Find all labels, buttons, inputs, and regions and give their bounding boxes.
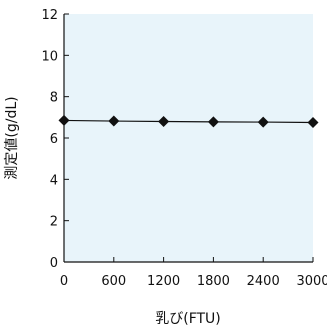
y-tick-label: 4 [50, 173, 58, 188]
y-tick-label: 6 [50, 132, 58, 147]
series-line [63, 119, 314, 124]
y-tick-label: 8 [50, 91, 58, 106]
y-tick-label: 2 [50, 215, 58, 230]
x-tick-label: 600 [101, 274, 126, 289]
data-point-marker [307, 117, 319, 128]
x-tick-label: 3000 [296, 274, 327, 289]
y-axis-title: 測定値(g/dL) [4, 96, 20, 179]
x-tick-label: 2400 [247, 274, 280, 289]
y-tick-label: 0 [50, 256, 58, 271]
x-tick-label: 1200 [147, 274, 180, 289]
data-point-marker [257, 116, 269, 128]
data-point-marker [207, 116, 219, 128]
data-point-marker [158, 115, 170, 127]
x-tick-label: 0 [60, 274, 68, 289]
plot-area [64, 14, 313, 262]
y-tick-label: 10 [41, 49, 58, 64]
x-axis-title: 乳び(FTU) [155, 311, 221, 327]
x-tick-label: 1800 [197, 274, 230, 289]
y-tick-label: 12 [41, 8, 58, 23]
data-point-marker [108, 115, 120, 127]
data-point-marker [58, 114, 70, 126]
